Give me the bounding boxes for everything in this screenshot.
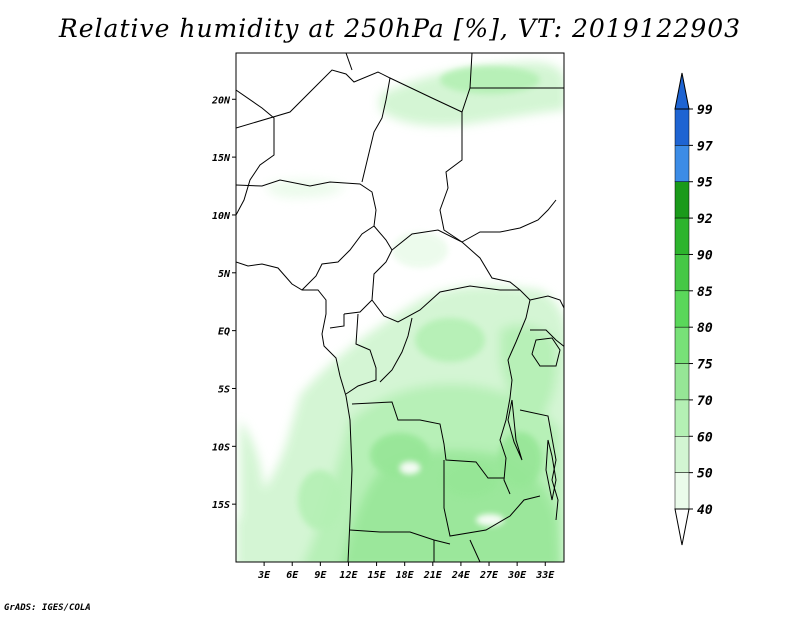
colorbar-box bbox=[674, 108, 690, 146]
coastline-gulf bbox=[236, 261, 353, 562]
colorbar-box bbox=[674, 399, 690, 437]
map-frame bbox=[235, 52, 565, 563]
colorbar-label: 40 bbox=[697, 503, 713, 518]
colorbar-label: 75 bbox=[697, 358, 713, 373]
lat-tick-label: 5N bbox=[218, 269, 231, 280]
humidity-gap-1 bbox=[400, 462, 420, 474]
lon-tick-label: 30E bbox=[507, 570, 527, 581]
humidity-patch-4 bbox=[498, 432, 542, 488]
humidity-patch-5 bbox=[415, 318, 485, 362]
colorbar-box bbox=[674, 326, 690, 364]
longitude-axis: 3E 6E 9E 12E 15E 18E 21E 24E 27E 30E 33E bbox=[257, 562, 555, 581]
colorbar-label: 60 bbox=[697, 430, 713, 445]
border-angola-drc bbox=[351, 401, 504, 479]
colorbar-label: 50 bbox=[697, 467, 713, 482]
colorbar-box bbox=[674, 436, 690, 473]
border-nigeria-cameroon bbox=[301, 209, 377, 291]
lon-tick-label: 3E bbox=[257, 570, 271, 581]
lake-tanganyika bbox=[507, 399, 523, 461]
colorbar-box bbox=[674, 254, 690, 292]
colorbar-label: 95 bbox=[697, 176, 713, 191]
humidity-gap-2 bbox=[476, 514, 504, 526]
border-zambia bbox=[443, 460, 541, 537]
lon-tick-label: 12E bbox=[339, 570, 358, 581]
lon-tick-label: 9E bbox=[314, 570, 327, 581]
border-sudan-ssudan bbox=[461, 199, 557, 243]
humidity-patch-1 bbox=[370, 433, 430, 477]
border-niger-nigeria bbox=[236, 179, 377, 211]
lon-tick-label: 6E bbox=[286, 570, 299, 581]
colorbar-label: 90 bbox=[697, 248, 713, 263]
lon-tick-label: 21E bbox=[423, 570, 443, 581]
lat-tick-label: 20N bbox=[211, 95, 231, 106]
humidity-patch-2 bbox=[442, 462, 498, 498]
colorbar-label: 80 bbox=[697, 321, 713, 336]
lat-tick-label: EQ bbox=[218, 327, 230, 338]
page-title: Relative humidity at 250hPa [%], VT: 201… bbox=[58, 14, 742, 43]
humidity-patch-7 bbox=[440, 66, 540, 94]
lake-malawi bbox=[545, 439, 557, 501]
colorbar-label: 92 bbox=[697, 212, 713, 227]
lon-tick-label: 33E bbox=[535, 570, 555, 581]
humidity-field bbox=[236, 62, 564, 562]
border-cameroon-car bbox=[343, 225, 393, 315]
colorbar-label: 99 bbox=[697, 103, 713, 118]
colorbar-bottom-arrow bbox=[674, 508, 690, 546]
humidity-area-band bbox=[265, 179, 345, 198]
lat-tick-label: 5S bbox=[218, 384, 230, 395]
colorbar-box bbox=[674, 145, 690, 182]
colorbar-box bbox=[674, 363, 690, 401]
border-car bbox=[391, 229, 521, 291]
lat-tick-label: 15S bbox=[212, 500, 230, 511]
lon-tick-label: 18E bbox=[396, 570, 415, 581]
colorbar-label: 70 bbox=[697, 394, 713, 409]
border-namibia-botswana bbox=[433, 539, 481, 562]
lat-tick-label: 10S bbox=[212, 442, 230, 453]
grads-credit: GrADS: IGES/COLA bbox=[4, 603, 91, 613]
border-congo-gabon bbox=[329, 313, 377, 395]
lat-tick-label: 10N bbox=[212, 211, 231, 222]
border-chad-sudan bbox=[439, 112, 463, 243]
border-drc-north bbox=[371, 285, 531, 323]
humidity-area-west bbox=[240, 420, 265, 560]
border-east bbox=[519, 295, 564, 521]
lake-victoria bbox=[531, 337, 561, 367]
colorbar: 99 97 95 92 90 85 80 75 70 60 50 40 bbox=[674, 72, 713, 546]
colorbar-box bbox=[674, 290, 690, 328]
lat-tick-label: 15N bbox=[212, 153, 231, 164]
humidity-patch-6 bbox=[392, 232, 448, 268]
colorbar-label: 85 bbox=[697, 285, 713, 300]
borders bbox=[236, 53, 564, 562]
border-algeria-mali bbox=[236, 69, 391, 183]
lon-tick-label: 15E bbox=[368, 570, 387, 581]
border-congo-drc bbox=[379, 317, 413, 383]
lon-tick-label: 24E bbox=[451, 570, 471, 581]
colorbar-box bbox=[674, 181, 690, 219]
border-drc-east bbox=[499, 299, 531, 495]
border-angola-namibia bbox=[349, 529, 451, 545]
colorbar-box bbox=[674, 217, 690, 255]
colorbar-box bbox=[674, 472, 690, 510]
coastline-west bbox=[236, 89, 275, 216]
lon-tick-label: 27E bbox=[479, 570, 499, 581]
colorbar-label: 97 bbox=[697, 139, 713, 154]
colorbar-top-arrow bbox=[674, 72, 690, 110]
humidity-patch-3 bbox=[298, 470, 342, 530]
humidity-area-east bbox=[500, 324, 557, 420]
latitude-axis: 20N 15N 10N 5N EQ 5S 10S 15S bbox=[211, 95, 236, 511]
